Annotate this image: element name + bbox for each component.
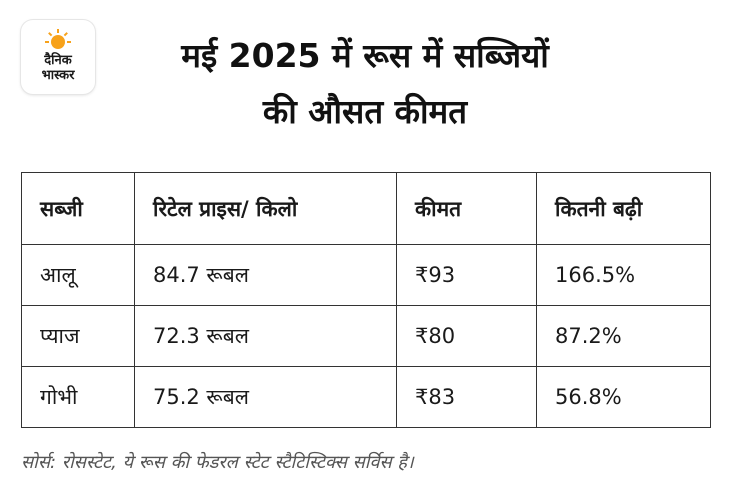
cell-vegetable: गोभी [21,366,135,428]
cell-price: ₹83 [396,366,537,428]
header-retail-price: रिटेल प्राइस/ किलो [134,172,397,245]
header-increase: कितनी बढ़ी [536,172,711,245]
table-row: प्याज 72.3 रूबल ₹80 87.2% [21,305,711,367]
table-header-row: सब्जी रिटेल प्राइस/ किलो कीमत कितनी बढ़ी [21,172,711,245]
cell-increase: 56.8% [536,366,711,428]
page-title-line-1: मई 2025 में रूस में सब्जियों [181,36,549,75]
cell-increase: 166.5% [536,244,711,306]
cell-retail-price: 72.3 रूबल [134,305,397,367]
cell-vegetable: प्याज [21,305,135,367]
cell-vegetable: आलू [21,244,135,306]
sun-icon [45,29,71,49]
cell-retail-price: 84.7 रूबल [134,244,397,306]
header-price: कीमत [396,172,537,245]
cell-price: ₹93 [396,244,537,306]
header-vegetable: सब्जी [21,172,135,245]
page-title-line-2: की औसत कीमत [262,92,468,131]
dainik-bhaskar-logo: दैनिक भास्कर [21,20,95,94]
logo-line-1: दैनिक [44,53,72,68]
logo-line-2: भास्कर [41,68,75,83]
price-table: सब्जी रिटेल प्राइस/ किलो कीमत कितनी बढ़ी… [21,172,711,428]
cell-increase: 87.2% [536,305,711,367]
cell-price: ₹80 [396,305,537,367]
table-row: गोभी 75.2 रूबल ₹83 56.8% [21,366,711,428]
table-row: आलू 84.7 रूबल ₹93 166.5% [21,244,711,306]
cell-retail-price: 75.2 रूबल [134,366,397,428]
source-note: सोर्स: रोसस्टेट, ये रूस की फेडरल स्टेट स… [21,452,414,473]
